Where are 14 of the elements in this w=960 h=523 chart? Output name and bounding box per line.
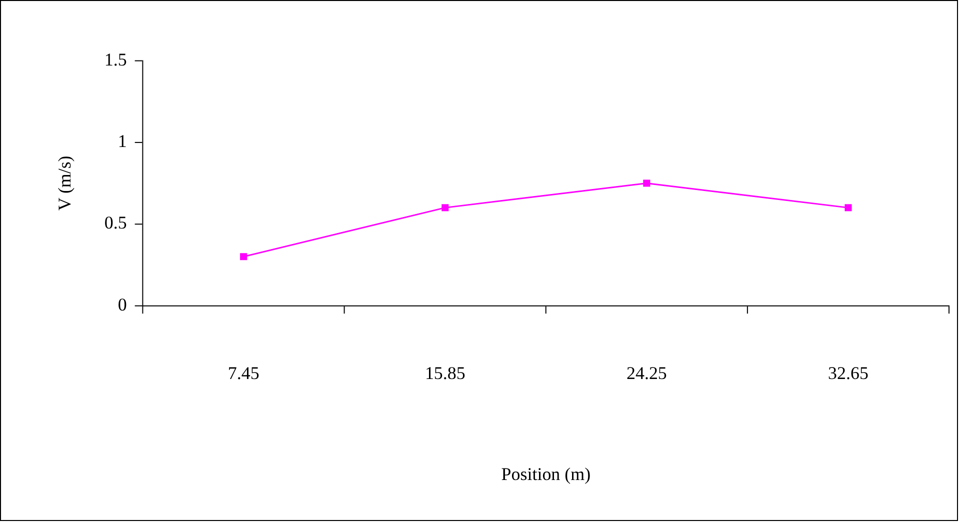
x-tick-label: 15.85 bbox=[424, 362, 466, 383]
point bbox=[240, 253, 248, 260]
point bbox=[643, 180, 650, 187]
y-tick-label: 0 bbox=[118, 294, 127, 314]
point bbox=[844, 204, 852, 212]
x-tick-label: 24.25 bbox=[626, 362, 667, 383]
point bbox=[442, 204, 449, 212]
x-tick-label: 32.65 bbox=[828, 362, 868, 383]
y-tick-label: 1.5 bbox=[104, 50, 127, 70]
x-axis-title: Position (m) bbox=[501, 464, 591, 484]
x-tick-label: 7.45 bbox=[228, 362, 260, 383]
y-tick-label: 1 bbox=[118, 131, 127, 152]
y-tick-label: 0.5 bbox=[104, 212, 127, 233]
y-axis-title: V (m/s) bbox=[54, 156, 74, 211]
